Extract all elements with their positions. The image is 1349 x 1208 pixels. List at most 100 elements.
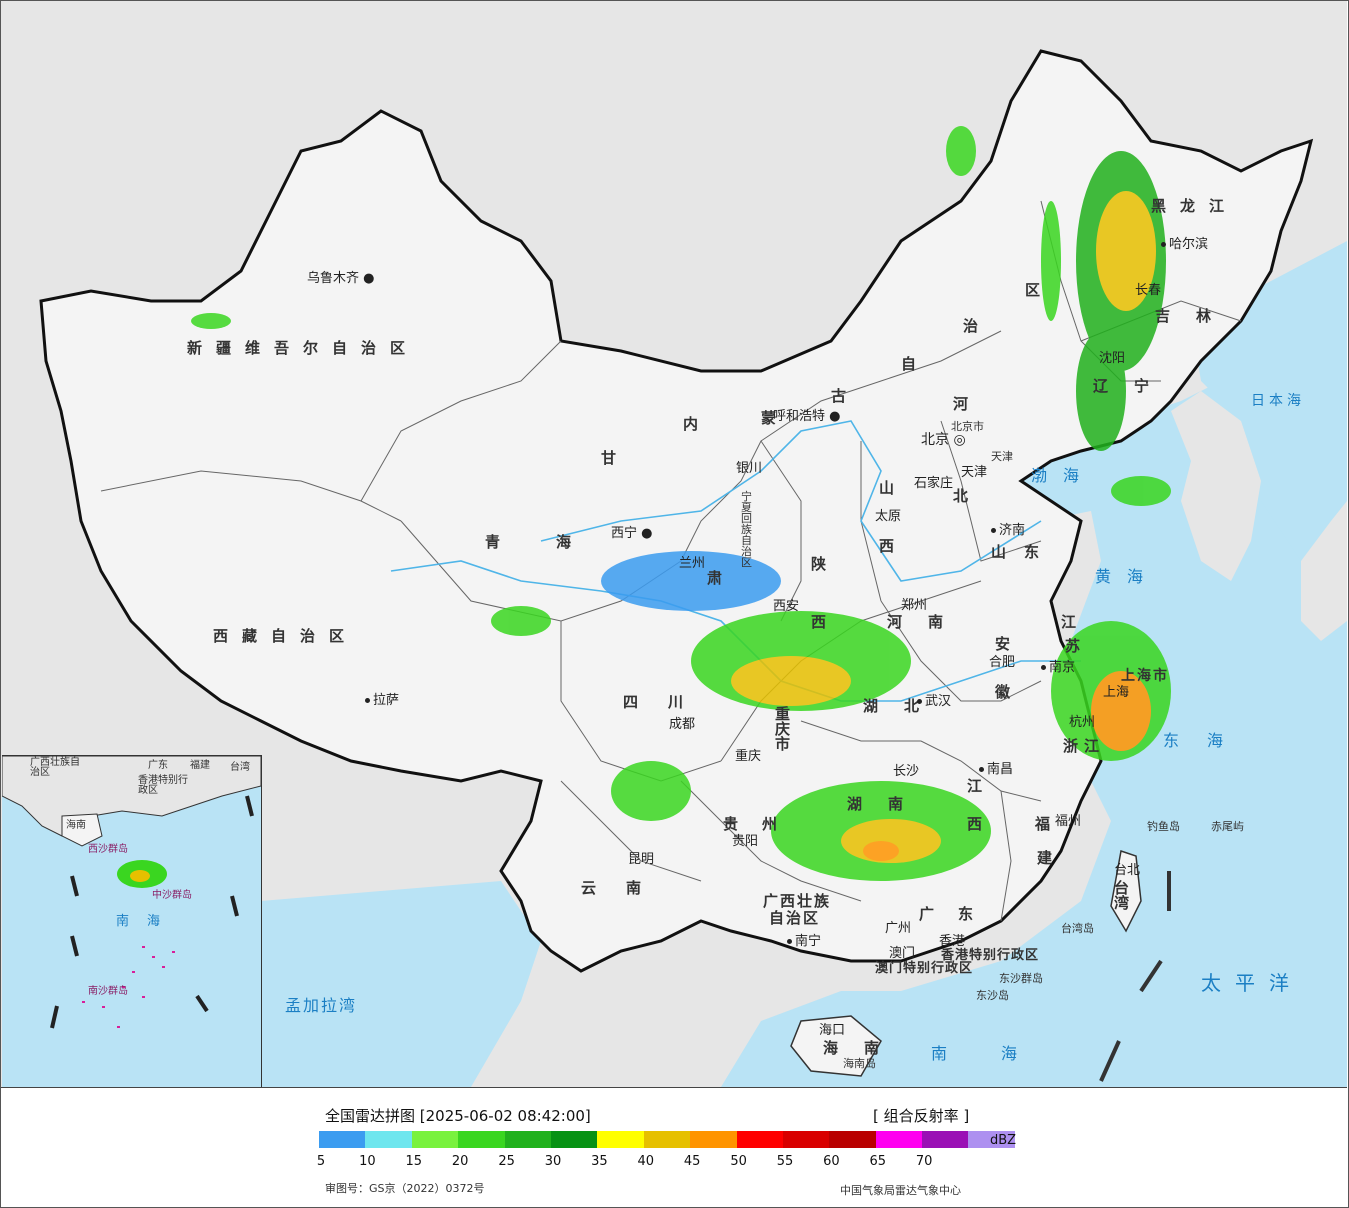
region-gansu-2: 肃 [707, 569, 737, 587]
colorbar-cell [875, 1131, 923, 1148]
south-sea-inset: 广西壮族自治区 广东 福建 台湾 香港特别行政区 海南 南海 西沙群岛 中沙群岛… [2, 755, 262, 1087]
region-heilongjiang: 黑龙江 [1151, 197, 1239, 215]
city-huhehaote: 呼和浩特 ● [773, 409, 841, 424]
sea-japan-label: 日本海 [1251, 393, 1305, 409]
sea-bengal-label: 孟加拉湾 [285, 996, 358, 1015]
city-chongqing: 重庆 [735, 749, 762, 764]
hainan-island [790, 1015, 882, 1077]
city-changsha: 长沙 [893, 764, 920, 779]
region-guangxi-2: 自治区 [769, 909, 821, 927]
colorbar-tick-label: 30 [544, 1154, 562, 1169]
city-lanzhou: 兰州 [679, 556, 706, 571]
colorbar-cell [597, 1131, 644, 1148]
city-jinan: 济南 [991, 523, 1025, 538]
colorbar-tick-label: 55 [776, 1154, 794, 1169]
region-taiwan: 台湾 [1114, 879, 1132, 912]
radar-map: 新疆维吾尔自治区 西藏自治区 青海 甘 肃 内 蒙 古 自 治 区 黑龙江 吉林… [1, 1, 1347, 1088]
colorbar-tick-label: 50 [730, 1154, 747, 1169]
colorbar-tick-label: 35 [591, 1154, 608, 1169]
city-wuhan: 武汉 [917, 694, 951, 709]
city-nanjing: 南京 [1041, 660, 1075, 675]
inset-guangdong: 广东 [148, 760, 168, 771]
region-xizang: 西藏自治区 [213, 627, 359, 645]
region-shanxi-2: 西 [879, 537, 909, 555]
region-shaanxi-2: 西 [811, 613, 841, 631]
sea-pacific-label: 太平洋 [1201, 971, 1303, 995]
city-haikou: 海口 [819, 1023, 846, 1038]
colorbar-tick-label: 15 [405, 1154, 423, 1169]
region-yunnan: 云南 [581, 879, 672, 897]
map-canvas [39, 49, 1347, 1087]
legend-product: [ 组合反射率 ] [873, 1107, 970, 1125]
region-guizhou: 贵州 [723, 815, 802, 833]
region-neimenggu-6: 区 [1025, 281, 1055, 299]
sea-bohai-label: 渤海 [1031, 466, 1096, 485]
city-nanning: 南宁 [787, 934, 821, 949]
taiwan-island [1110, 850, 1142, 933]
region-shanghai: 上海市 [1121, 668, 1169, 684]
colorbar-cell [458, 1131, 505, 1148]
sea-east-label: 东海 [1163, 731, 1252, 750]
colorbar-cell [411, 1131, 459, 1148]
region-guangdong: 广东 [919, 905, 998, 923]
region-jiangxi-1: 江 [967, 777, 997, 795]
city-taiyuan: 太原 [875, 509, 902, 524]
island-taiwan-dao: 台湾岛 [1061, 922, 1094, 935]
inset-hainan: 海南 [66, 820, 86, 831]
region-guangxi-1: 广西壮族 [763, 892, 832, 910]
colorbar-tick-label: 60 [823, 1154, 840, 1169]
colorbar-cell [319, 1131, 366, 1148]
city-tianjin: 天津 [961, 465, 988, 480]
approval-number: 审图号：GS京（2022）0372号 [325, 1182, 485, 1195]
region-hunan: 湖南 [847, 795, 930, 813]
colorbar-tick-label: 10 [359, 1154, 376, 1169]
colorbar-tick-label: 5 [316, 1154, 326, 1169]
region-sichuan: 四川 [623, 693, 714, 711]
region-liaoning: 辽宁 [1093, 377, 1176, 395]
city-shanghai: 上海 [1103, 685, 1130, 700]
colorbar-cell [829, 1131, 876, 1148]
island-hainan-dao: 海南岛 [843, 1057, 876, 1070]
city-chengdu: 成都 [669, 717, 696, 732]
legend-title: 全国雷达拼图 [2025-06-02 08:42:00] [325, 1107, 591, 1125]
island-dongsha-dao: 东沙岛 [976, 989, 1009, 1002]
city-lhasa: 拉萨 [365, 693, 399, 708]
region-hubei: 湖北 [863, 697, 946, 715]
colorbar [319, 1131, 1015, 1148]
colorbar-cell [922, 1131, 969, 1148]
city-nanchang: 南昌 [979, 762, 1013, 777]
city-beijing: 北京 ◎ [921, 432, 966, 448]
inset-guangxi: 广西壮族自治区 [30, 757, 80, 778]
region-shaanxi-1: 陕 [811, 555, 841, 573]
region-xinjiang: 新疆维吾尔自治区 [187, 339, 420, 357]
region-macao: 澳门特别行政区 [875, 961, 974, 976]
city-shenyang: 沈阳 [1099, 351, 1126, 366]
region-anhui-2: 徽 [995, 683, 1025, 701]
island-diaoyu: 钓鱼岛 [1147, 820, 1180, 833]
city-kunming: 昆明 [628, 852, 655, 867]
colorbar-tick-label: 70 [915, 1154, 933, 1169]
region-hebei-1: 河 [953, 395, 983, 413]
city-xian: 西安 [773, 599, 800, 614]
city-harbin: 哈尔滨 [1161, 237, 1208, 252]
inset-fujian: 福建 [190, 760, 210, 771]
city-xining: 西宁 ● [611, 526, 653, 541]
city-taibei: 台北 [1114, 863, 1141, 878]
inset-xisha: 西沙群岛 [88, 844, 128, 855]
island-dongsha: 东沙群岛 [999, 972, 1043, 985]
inset-taiwan: 台湾 [230, 762, 250, 773]
region-neimenggu-1: 内 [683, 415, 713, 433]
legend-panel [1, 1089, 1347, 1207]
region-shandong: 山东 [991, 543, 1058, 561]
region-zhejiang: 浙江 [1063, 737, 1106, 755]
region-hk: 香港特别行政区 [941, 948, 1040, 963]
radar-echoes [191, 126, 1171, 881]
colorbar-tick-label: 45 [683, 1154, 701, 1169]
legend-unit: dBZ [990, 1133, 1017, 1148]
inset-zhongsha: 中沙群岛 [152, 890, 192, 901]
region-jiangxi-2: 西 [967, 815, 997, 833]
region-neimenggu-3: 古 [831, 387, 861, 405]
colorbar-cell [504, 1131, 551, 1148]
region-jiangsu-2: 苏 [1065, 637, 1095, 655]
colorbar-cell [365, 1131, 412, 1148]
